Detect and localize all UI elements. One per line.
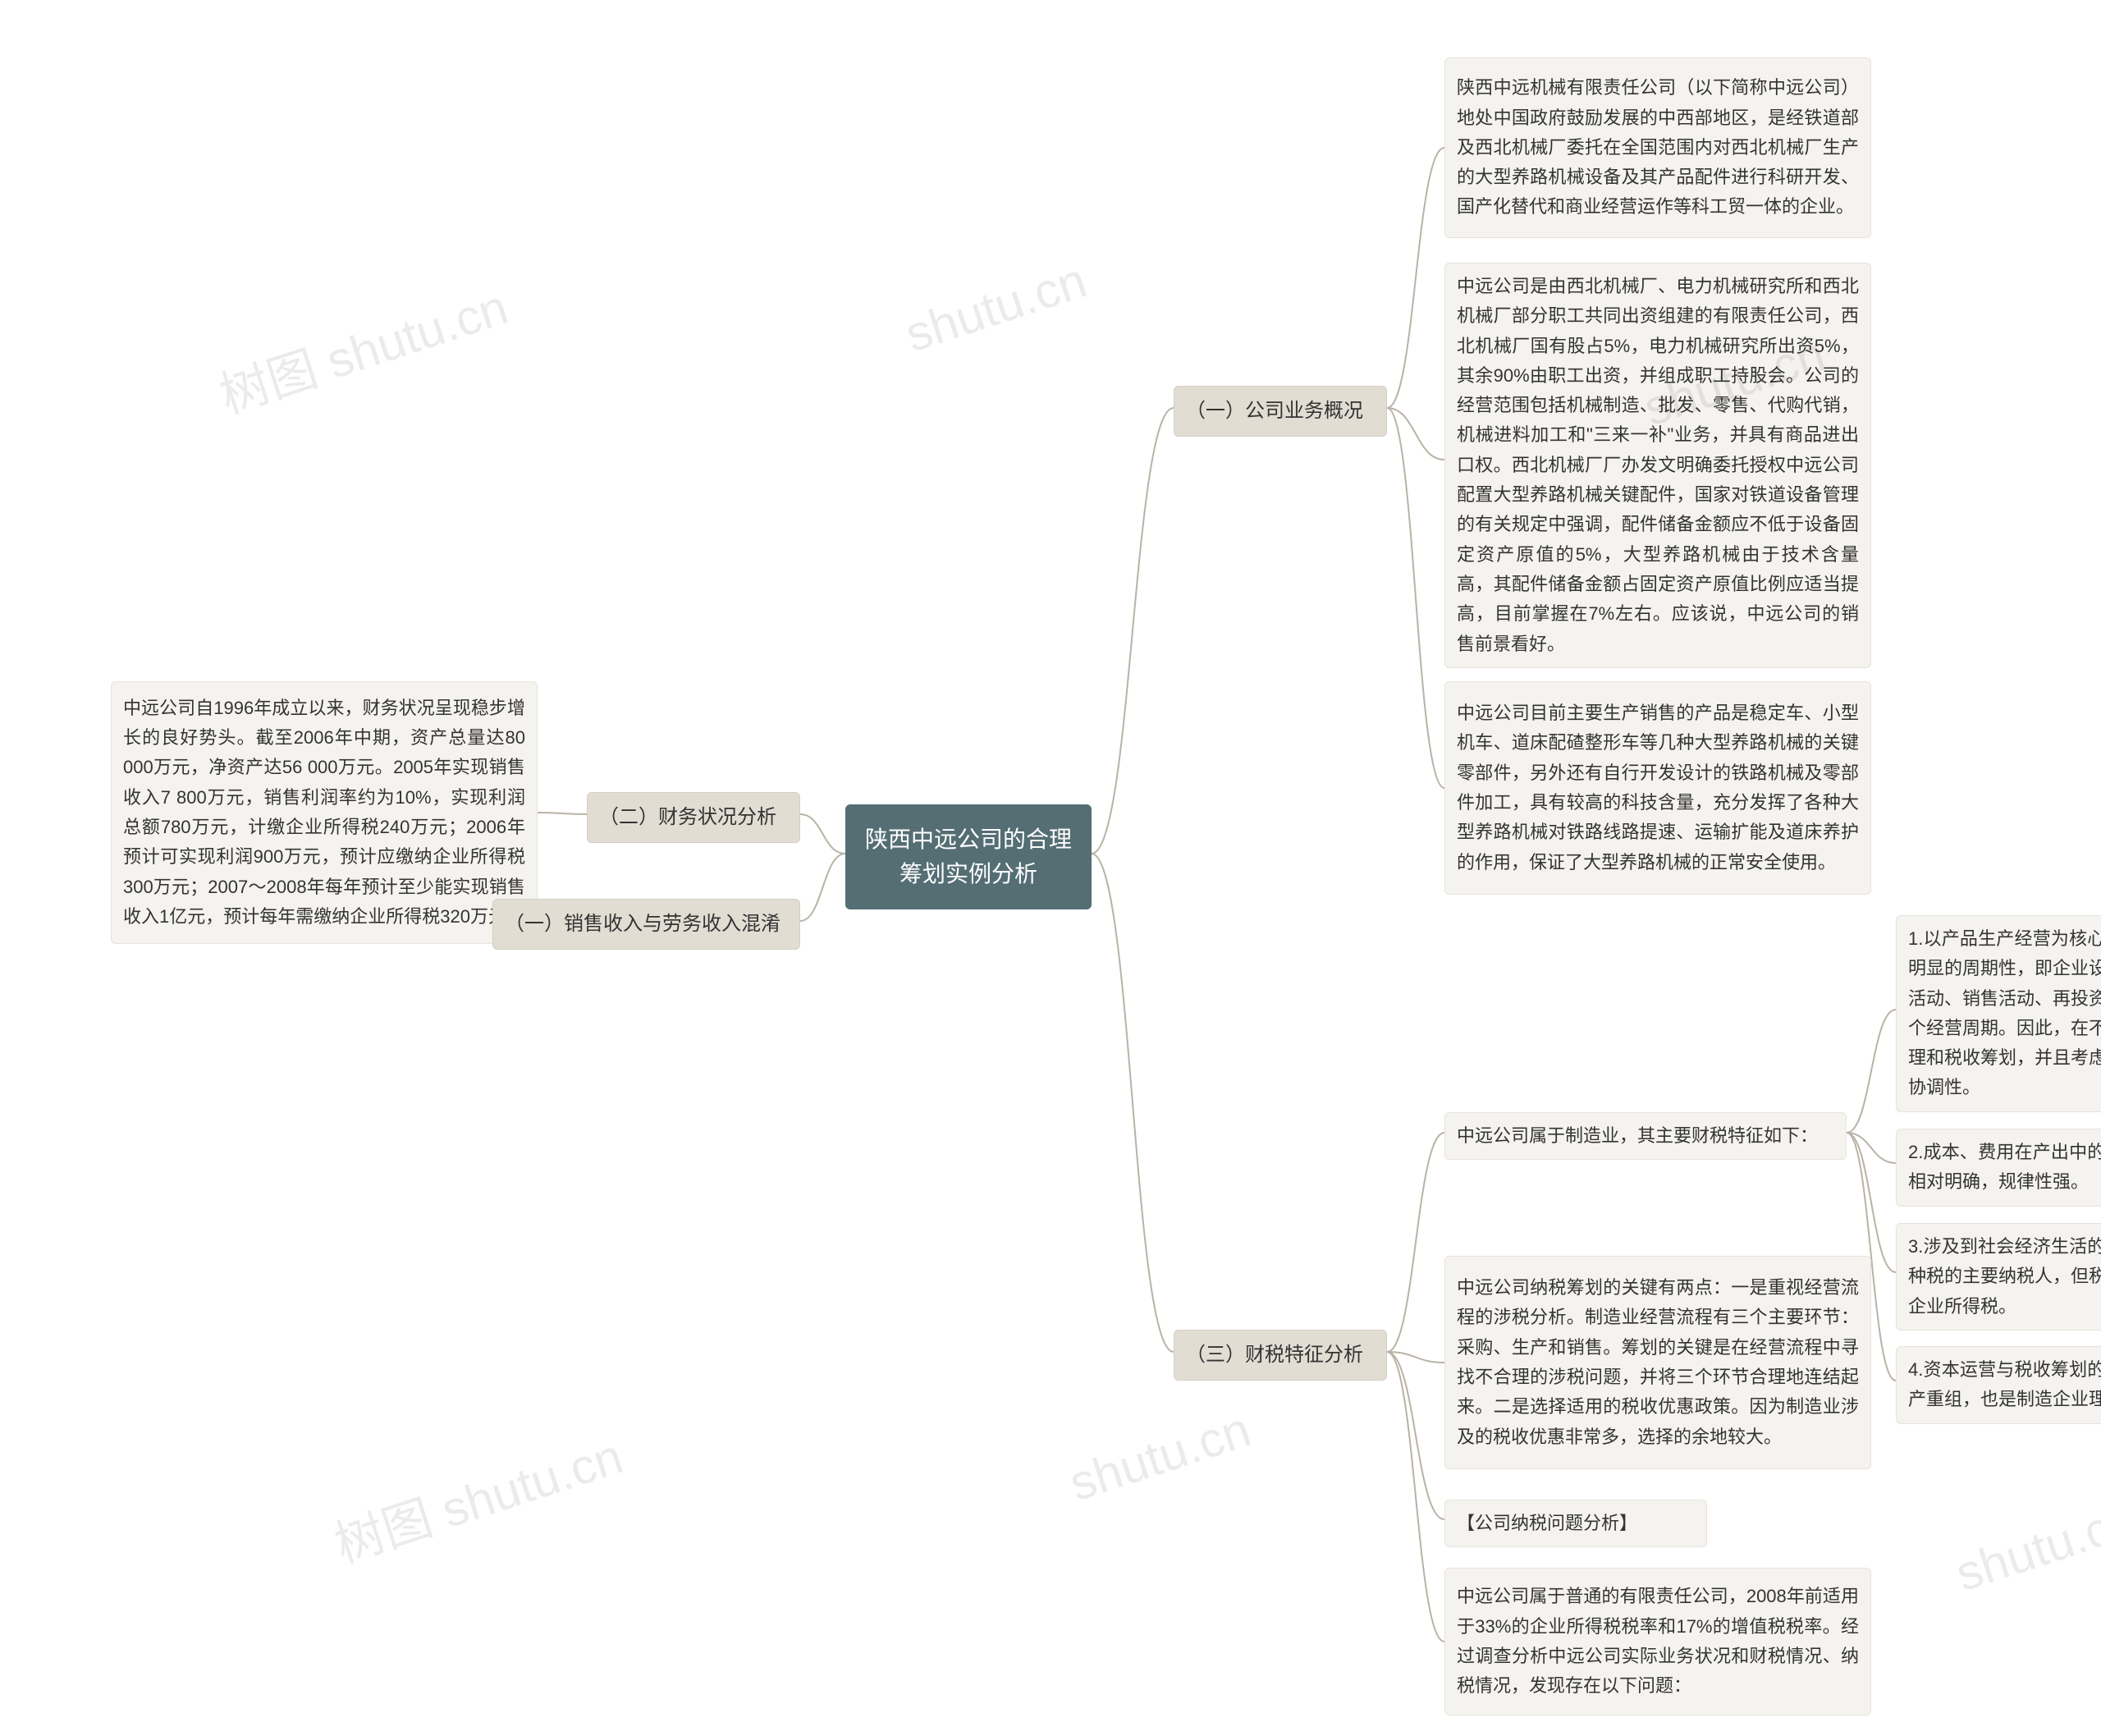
branch-b3: （三）财税特征分析	[1174, 1330, 1387, 1381]
subleaf-b3-0-1: 2.成本、费用在产出中的比重较高，财务核算相对明确，规律性强。	[1896, 1129, 2101, 1207]
watermark-0: 树图 shutu.cn	[209, 268, 515, 428]
branch-b2: （二）财务状况分析	[587, 792, 800, 843]
branch-b4: （一）销售收入与劳务收入混淆	[492, 899, 800, 950]
leaf-b1-1: 中远公司是由西北机械厂、电力机械研究所和西北机械厂部分职工共同出资组建的有限责任…	[1444, 263, 1871, 668]
watermark-4: shutu.cn	[1063, 1401, 1257, 1513]
leaf-b2-0: 中远公司自1996年成立以来，财务状况呈现稳步增长的良好势头。截至2006年中期…	[111, 681, 538, 944]
leaf-b3-3: 中远公司属于普通的有限责任公司，2008年前适用于33%的企业所得税税率和17%…	[1444, 1568, 1871, 1715]
mindmap-canvas: 陕西中远公司的合理筹划实例分析 （一）公司业务概况 陕西中远机械有限责任公司（以下简…	[0, 0, 2101, 1736]
watermark-3: 树图 shutu.cn	[324, 1417, 630, 1577]
watermark-1: shutu.cn	[899, 252, 1093, 364]
center-node: 陕西中远公司的合理筹划实例分析	[845, 804, 1092, 909]
leaf-b1-2: 中远公司目前主要生产销售的产品是稳定车、小型机车、道床配碴整形车等几种大型养路机…	[1444, 681, 1871, 895]
leaf-b3-2: 【公司纳税问题分析】	[1444, 1500, 1707, 1547]
leaf-b1-0: 陕西中远机械有限责任公司（以下简称中远公司）地处中国政府鼓励发展的中西部地区，是…	[1444, 57, 1871, 238]
subleaf-b3-0-0: 1.以产品生产经营为核心，其经营过程表现出明显的周期性，即企业设立、采购活动、生…	[1896, 915, 2101, 1112]
leaf-b3-1: 中远公司纳税筹划的关键有两点：一是重视经营流程的涉税分析。制造业经营流程有三个主…	[1444, 1256, 1871, 1469]
branch-b1: （一）公司业务概况	[1174, 386, 1387, 437]
leaf-b3-0: 中远公司属于制造业，其主要财税特征如下：	[1444, 1112, 1847, 1160]
watermark-5: shutu.cn	[1949, 1491, 2101, 1603]
subleaf-b3-0-3: 4.资本运营与税收筹划的结合，兼并收购、资产重组，也是制造企业理财的要求。	[1896, 1346, 2101, 1424]
subleaf-b3-0-2: 3.涉及到社会经济生活的多个层面，是现行各种税的主要纳税人，但税金多集中于流转税…	[1896, 1223, 2101, 1331]
